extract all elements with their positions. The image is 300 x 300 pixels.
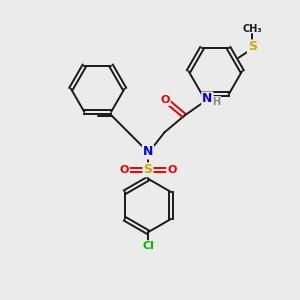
Text: S: S: [143, 163, 152, 176]
Text: O: O: [167, 165, 176, 175]
Text: N: N: [202, 92, 213, 105]
Text: H: H: [212, 97, 220, 107]
Text: N: N: [143, 146, 153, 158]
Text: O: O: [160, 95, 170, 105]
Text: Cl: Cl: [142, 241, 154, 251]
Text: S: S: [248, 40, 257, 53]
Text: CH₃: CH₃: [242, 24, 262, 34]
Text: O: O: [120, 165, 129, 175]
